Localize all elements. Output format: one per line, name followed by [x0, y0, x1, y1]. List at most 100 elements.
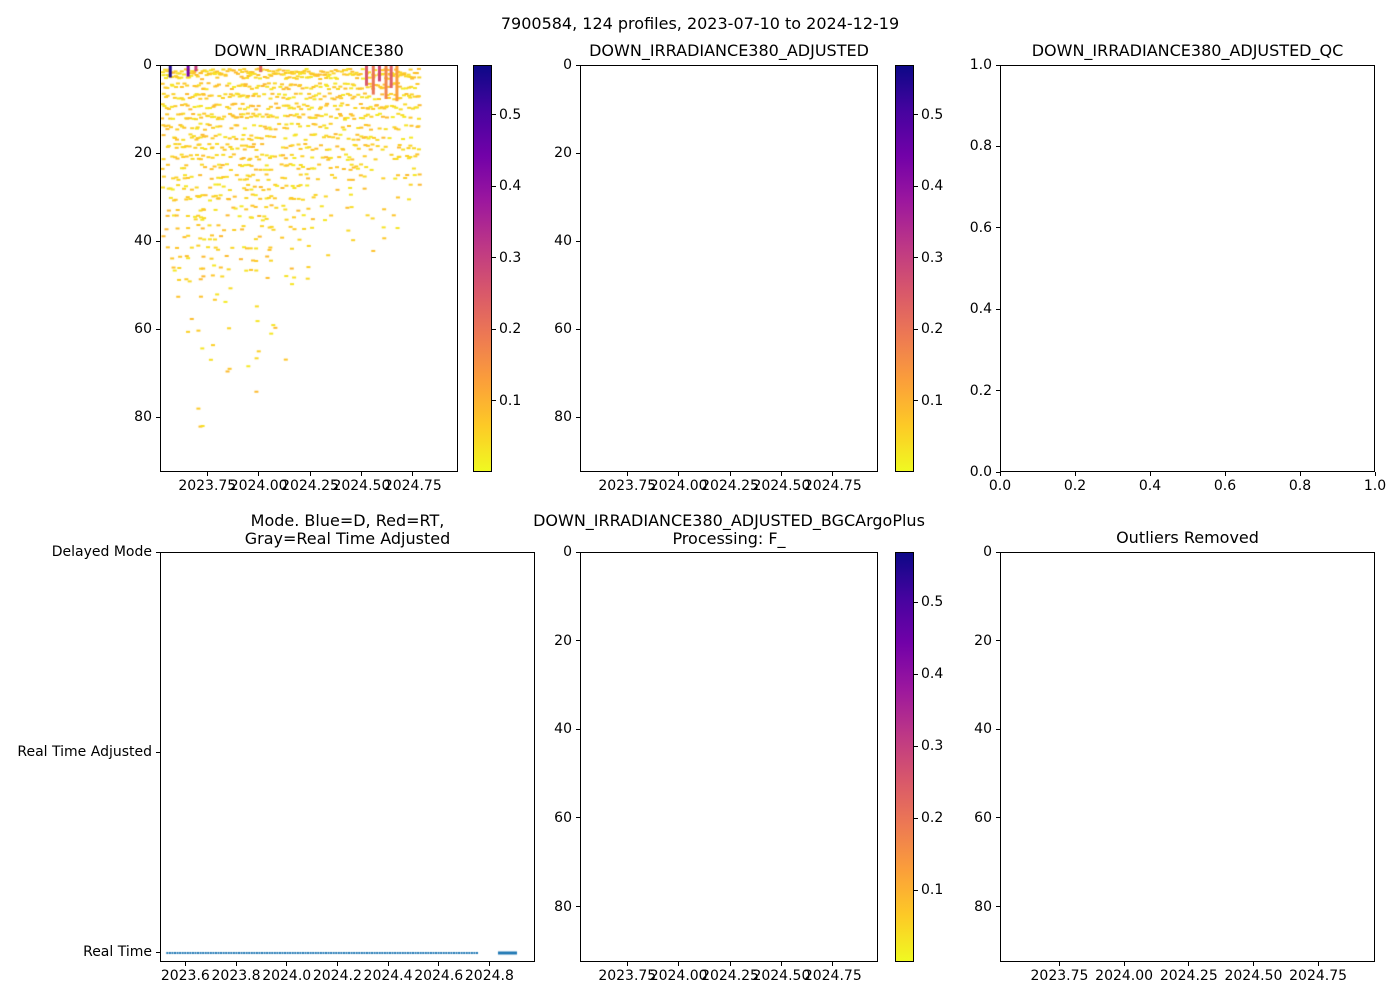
subplot-title-bgcargoplus: DOWN_IRRADIANCE380_ADJUSTED_BGCArgoPlus …	[533, 511, 925, 549]
colorbar-adjusted	[895, 65, 914, 472]
x-tick-label: 0.4	[1138, 478, 1162, 494]
y-tick-label: 0.6	[969, 219, 992, 236]
x-tick-label: 2024.25	[701, 968, 759, 984]
x-tick-mark	[1252, 962, 1254, 966]
x-tick-mark	[1317, 962, 1319, 966]
x-tick-label: 2023.8	[211, 968, 261, 984]
x-tick-mark	[626, 962, 628, 966]
y-tick-label: 0	[563, 57, 572, 73]
colorbar-tick-mark	[914, 328, 918, 330]
x-tick-mark	[626, 472, 628, 476]
colorbar-tick-label: 0.3	[921, 249, 944, 266]
y-tick-label: 80	[554, 409, 572, 425]
colorbar-tick-label: 0.2	[499, 321, 522, 338]
subplot-title-outliers-removed: Outliers Removed	[1116, 528, 1259, 547]
x-tick-mark	[488, 962, 490, 966]
x-tick-label: 2024.50	[752, 968, 811, 984]
colorbar-tick-mark	[492, 114, 496, 116]
axes-bgcargoplus	[580, 552, 878, 962]
y-tick-label: 0.2	[969, 382, 992, 399]
x-tick-mark	[360, 472, 362, 476]
x-tick-mark	[387, 962, 389, 966]
x-tick-mark	[1058, 962, 1060, 966]
x-tick-mark	[678, 962, 680, 966]
x-tick-label: 2024.50	[332, 478, 391, 494]
subplot-title-adjusted: DOWN_IRRADIANCE380_ADJUSTED	[589, 41, 869, 60]
y-tick-label: 80	[134, 409, 152, 425]
colorbar-tick-label: 0.5	[921, 106, 944, 123]
colorbar-tick-label: 0.1	[921, 882, 944, 899]
x-tick-label: 2024.6	[414, 968, 464, 984]
colorbar-tick-mark	[914, 400, 918, 402]
x-tick-label: 2024.00	[1095, 968, 1154, 984]
y-tick-label: 80	[974, 898, 992, 915]
x-tick-mark	[832, 472, 834, 476]
colorbar-tick-label: 0.2	[921, 810, 944, 827]
x-tick-label: 2024.8	[464, 968, 514, 984]
x-tick-mark	[999, 472, 1001, 476]
y-tick-label: 0	[983, 544, 992, 560]
y-tick-label: 20	[134, 145, 152, 161]
x-tick-label: 2024.00	[229, 478, 288, 494]
colorbar-tick-label: 0.4	[499, 178, 522, 195]
colorbar-tick-label: 0.1	[921, 392, 944, 409]
x-tick-label: 1.0	[1363, 478, 1387, 494]
x-tick-mark	[412, 472, 414, 476]
mode-line-canvas	[161, 553, 534, 961]
x-tick-label: 2024.0	[262, 968, 312, 984]
colorbar-tick-mark	[914, 673, 918, 675]
x-tick-label: 0.2	[1063, 478, 1087, 494]
colorbar-tick-mark	[914, 185, 918, 187]
x-tick-mark	[729, 472, 731, 476]
axes-down-irradiance380	[160, 65, 458, 472]
x-tick-mark	[1224, 472, 1226, 476]
x-tick-mark	[1149, 472, 1151, 476]
x-tick-label: 2023.75	[1030, 968, 1089, 984]
colorbar-tick-label: 0.3	[499, 249, 522, 266]
x-tick-mark	[438, 962, 440, 966]
x-tick-mark	[206, 472, 208, 476]
y-tick-label: 60	[554, 321, 572, 337]
x-tick-mark	[780, 962, 782, 966]
x-tick-mark	[729, 962, 731, 966]
axes-down-irradiance380-adjusted	[580, 65, 878, 472]
x-tick-label: 0.0	[988, 478, 1012, 494]
x-tick-mark	[1374, 472, 1376, 476]
colorbar-tick-mark	[492, 400, 496, 402]
x-tick-label: 2023.75	[178, 478, 237, 494]
y-tick-label: 0.4	[969, 301, 992, 318]
x-tick-label: 2023.75	[598, 968, 657, 984]
colorbar-tick-mark	[492, 328, 496, 330]
y-tick-label: 40	[554, 721, 572, 738]
x-tick-mark	[832, 962, 834, 966]
x-tick-label: 2024.75	[1289, 968, 1348, 984]
axes-mode	[160, 552, 535, 962]
y-tick-label: 0.8	[969, 138, 992, 155]
y-tick-label: 80	[554, 898, 572, 915]
y-tick-label: 0	[143, 57, 152, 73]
subplot-title-adjusted-qc: DOWN_IRRADIANCE380_ADJUSTED_QC	[1031, 41, 1344, 60]
axes-outliers-removed	[1000, 552, 1375, 962]
x-tick-mark	[1123, 962, 1125, 966]
x-tick-label: 2024.2	[312, 968, 362, 984]
x-tick-label: 2024.00	[649, 968, 708, 984]
x-tick-label: 2024.75	[803, 478, 862, 494]
x-tick-mark	[258, 472, 260, 476]
x-tick-label: 2024.50	[752, 478, 811, 494]
x-tick-mark	[678, 472, 680, 476]
x-tick-label: 2024.4	[363, 968, 413, 984]
y-tick-label: 40	[974, 721, 992, 738]
x-tick-label: 2024.25	[1159, 968, 1218, 984]
colorbar-tick-label: 0.5	[921, 594, 944, 611]
colorbar-tick-mark	[914, 601, 918, 603]
x-tick-label: 2023.6	[160, 968, 210, 984]
colorbar-tick-mark	[492, 257, 496, 259]
x-tick-mark	[780, 472, 782, 476]
y-tick-label: 60	[974, 809, 992, 826]
colorbar-tick-label: 0.4	[921, 666, 944, 683]
y-tick-label: Real Time	[83, 944, 152, 960]
subplot-title-mode: Mode. Blue=D, Red=RT, Gray=Real Time Adj…	[244, 511, 451, 549]
colorbar-tick-mark	[914, 114, 918, 116]
x-tick-label: 2024.25	[281, 478, 339, 494]
